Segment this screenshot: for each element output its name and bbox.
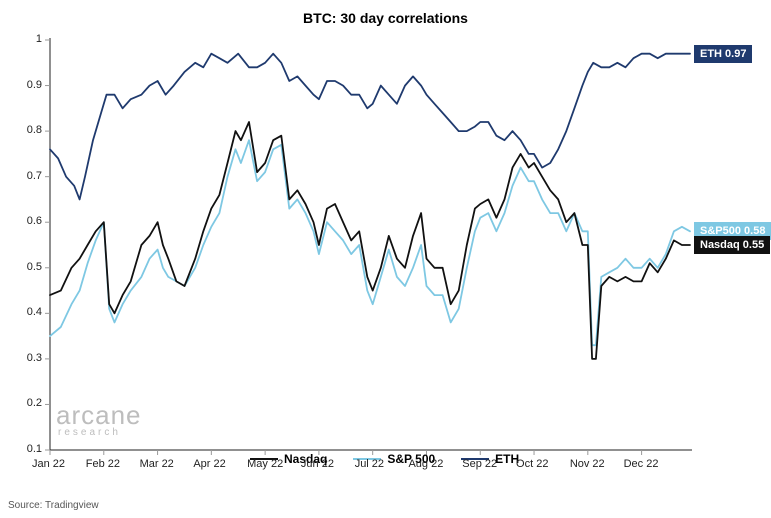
end-badge-eth: ETH 0.97: [694, 45, 752, 63]
x-tick-label: Nov 22: [570, 458, 605, 470]
y-tick-label: 0.7: [16, 170, 42, 182]
y-tick-label: 0.9: [16, 79, 42, 91]
y-tick-label: 0.1: [16, 443, 42, 455]
x-tick-label: Apr 22: [193, 458, 225, 470]
x-tick-label: May 22: [247, 458, 283, 470]
chart-svg: [0, 0, 771, 518]
x-tick-label: Oct 22: [516, 458, 548, 470]
x-tick-label: Feb 22: [86, 458, 120, 470]
series-line-eth: [50, 54, 690, 200]
series-line-sp500: [50, 140, 690, 345]
x-tick-label: Dec 22: [624, 458, 659, 470]
y-tick-label: 0.2: [16, 397, 42, 409]
chart-container: BTC: 30 day correlations arcane research…: [0, 0, 771, 518]
x-tick-label: Sep 22: [462, 458, 497, 470]
y-tick-label: 1: [16, 33, 42, 45]
watermark: arcane research: [56, 400, 142, 438]
x-tick-label: Jun 22: [301, 458, 334, 470]
x-tick-label: Aug 22: [408, 458, 443, 470]
x-tick-label: Mar 22: [140, 458, 174, 470]
end-badge-nasdaq: Nasdaq 0.55: [694, 236, 770, 254]
y-tick-label: 0.4: [16, 306, 42, 318]
y-tick-label: 0.6: [16, 215, 42, 227]
source-text: Source: Tradingview: [8, 500, 99, 511]
x-tick-label: Jul 22: [355, 458, 384, 470]
y-tick-label: 0.3: [16, 352, 42, 364]
x-tick-label: Jan 22: [32, 458, 65, 470]
y-tick-label: 0.5: [16, 261, 42, 273]
y-tick-label: 0.8: [16, 124, 42, 136]
series-line-nasdaq: [50, 122, 690, 359]
